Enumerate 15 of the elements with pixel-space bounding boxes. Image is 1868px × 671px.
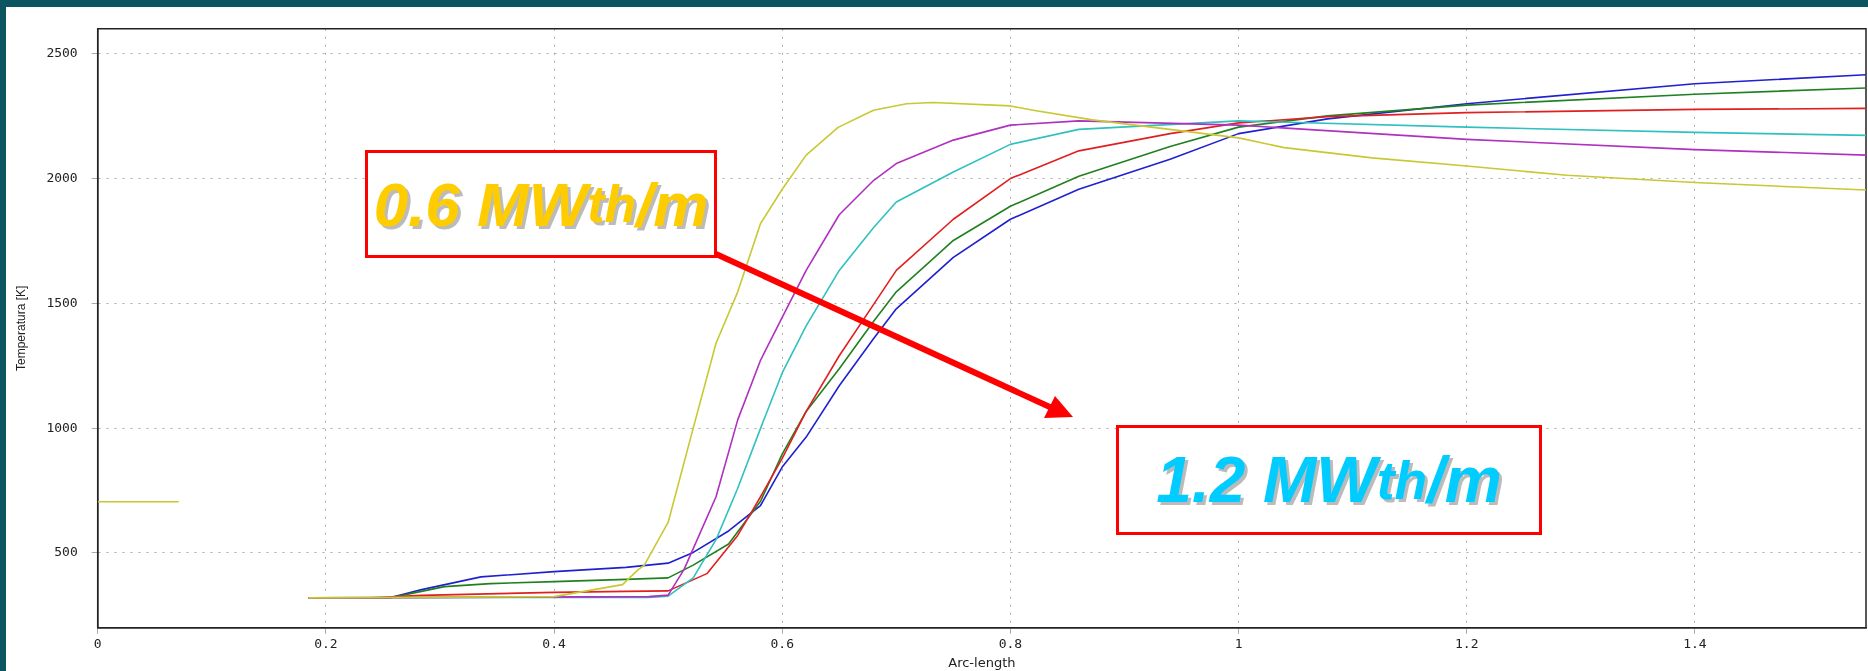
x-tick-label: 0.8 xyxy=(998,635,1023,651)
y-tick-label: 1500 xyxy=(46,294,78,310)
y-tick-label: 2500 xyxy=(46,45,78,61)
x-tick-label: 1.2 xyxy=(1454,635,1479,651)
x-tick-label: 1 xyxy=(1234,635,1243,651)
x-tick-label: 0.4 xyxy=(542,635,566,651)
y-tick-label: 1000 xyxy=(46,419,78,435)
x-tick-label: 0 xyxy=(93,635,102,651)
y-tick-label: 2000 xyxy=(46,169,78,185)
y-tick-label: 500 xyxy=(54,544,78,560)
x-tick-label: 0.2 xyxy=(314,635,338,651)
x-tick-label: 0.6 xyxy=(770,635,794,651)
x-axis-title: Arc-length xyxy=(948,654,1016,670)
y-axis-title: Temperatura [K] xyxy=(13,285,28,371)
x-tick-label: 1.4 xyxy=(1683,635,1707,651)
